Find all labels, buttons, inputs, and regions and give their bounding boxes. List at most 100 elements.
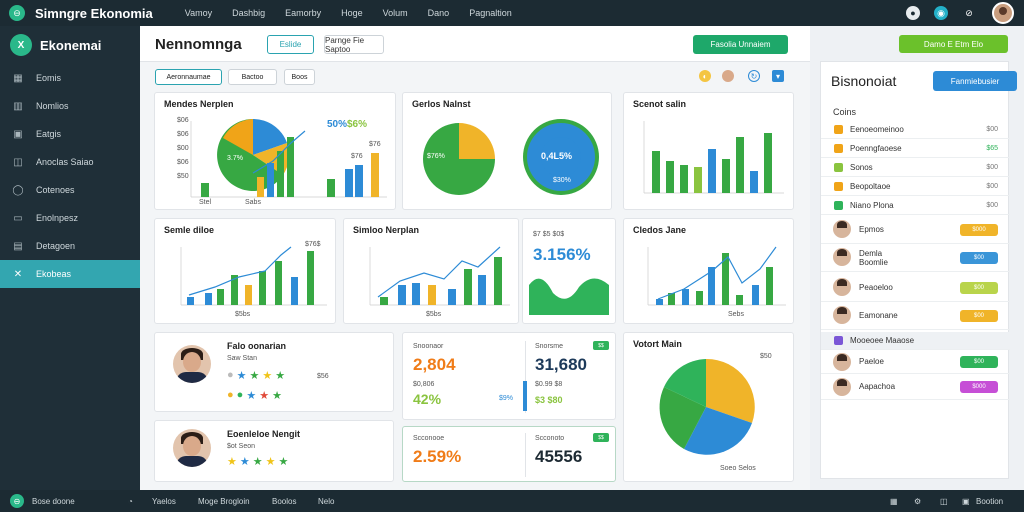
list-item[interactable]: Sonos $00: [821, 158, 1010, 177]
top-nav-item[interactable]: Eamorby: [285, 8, 322, 18]
kpi-label: Snoonaor: [413, 343, 444, 350]
mini-bar: [523, 381, 527, 411]
person-row[interactable]: Demla Boomlie $00: [821, 244, 1010, 272]
kpi-label: Snorsme: [535, 343, 564, 350]
list-item[interactable]: Eenoeomeinoo $00: [821, 120, 1010, 139]
window-footer-icon[interactable]: ▣: [962, 497, 970, 506]
person-row[interactable]: Epmos $000: [821, 216, 1010, 244]
sidebar-item-cotenoes[interactable]: ◯ Cotenoes: [0, 176, 140, 204]
card-scenot: Scenot salin: [623, 92, 794, 210]
toolbar-button-2[interactable]: Bactoo: [228, 69, 277, 85]
list-item[interactable]: Poenngfaoese $65: [821, 139, 1010, 158]
sidebar-item-ekobeas[interactable]: ✕ Ekobeas: [0, 260, 140, 288]
right-panel: Bisnonoiat Fanmiebusier Coins Eenoeomein…: [820, 61, 1017, 479]
status-badge: $00: [960, 356, 998, 368]
list-item[interactable]: Mooeoee Maaose: [821, 332, 1010, 350]
person-name: Epmos: [859, 225, 884, 234]
header-button-eslide[interactable]: Eslide: [267, 35, 314, 54]
person-photo: [173, 429, 211, 467]
donut-sub-label: $30%: [553, 177, 571, 184]
list-item-value: $00: [986, 182, 998, 190]
list-item-value: $00: [986, 125, 998, 133]
footer-link[interactable]: Nelo: [318, 497, 335, 506]
refresh-icon[interactable]: ↻: [748, 70, 760, 82]
toolbar-button-1[interactable]: Aeronnaumae: [155, 69, 222, 85]
avatar: [833, 378, 851, 396]
coin-icon: [834, 124, 843, 134]
sidebar-item-eomis[interactable]: ▦ Eomis: [0, 64, 140, 92]
top-right-green-button[interactable]: Damo E Etm Elo: [899, 35, 1008, 53]
axis-label: $00: [177, 145, 189, 152]
grid-footer-icon[interactable]: ▦: [890, 497, 898, 506]
panel-button[interactable]: Fanmiebusier: [933, 71, 1017, 91]
card-falo: Falo oonarian Saw Stan ● ★ ★ ★ ★ ● ● ★ ★ ★ $56: [154, 332, 394, 412]
avatar: [833, 353, 851, 371]
person-row[interactable]: Paeloe $00: [821, 350, 1010, 374]
mixed-chart: [190, 118, 387, 198]
list-item-name: Niano Plona: [850, 200, 894, 210]
top-nav-item[interactable]: Vamoy: [184, 8, 213, 18]
footer-link[interactable]: Yaelos: [152, 497, 176, 506]
card-title: Mendes Nerplen: [164, 99, 234, 109]
bell-icon[interactable]: ⊘: [965, 7, 973, 18]
footer-link[interactable]: Boolos: [272, 497, 297, 506]
sidebar: X Ekonemai ▦ Eomis ▥ Nomlios ▣ Eatgis ◫ Anoc…: [0, 26, 140, 490]
person-name: Eamonane: [859, 311, 898, 320]
list-item-name: Poenngfaoese: [850, 143, 902, 153]
sidebar-item-enolnpesz[interactable]: ▭ Enolnpesz: [0, 204, 140, 232]
header-green-button[interactable]: Fasolia Unnaiem: [693, 35, 788, 54]
person-row[interactable]: Eamonane $00: [821, 302, 1010, 330]
settings-footer-icon[interactable]: ⚙: [914, 497, 922, 506]
toolbar-button-3[interactable]: Boos: [284, 69, 315, 85]
x-label: $5bs: [426, 311, 442, 318]
divider: [525, 341, 526, 413]
status-badge: $00: [960, 282, 998, 294]
header-button-range[interactable]: Parnge Fie Saptoo: [324, 35, 384, 54]
person-row[interactable]: Peaoeloo $00: [821, 274, 1010, 302]
chat-icon[interactable]: ●: [906, 6, 920, 20]
panel-title: Bisnonoiat: [831, 73, 897, 89]
sidebar-item-detagoen[interactable]: ▤ Detagoen: [0, 232, 140, 260]
card-eoenleloe: Eoenleloe Nengit $ot Seon ★ ★ ★ ★ ★: [154, 420, 394, 482]
bar-line-chart: [180, 246, 327, 306]
user-mini-icon[interactable]: [722, 70, 734, 82]
donut-label: 0,4L5%: [541, 151, 573, 161]
expand-footer-icon[interactable]: ◫: [940, 497, 948, 506]
kpi-label: Scconooe: [413, 435, 445, 442]
sidebar-item-label: Detagoen: [36, 241, 76, 251]
top-nav-item[interactable]: Volum: [382, 8, 408, 18]
person-name: Aapachoa: [859, 382, 896, 391]
x-label: $5bs: [235, 311, 251, 318]
kpi-value: 31,680: [535, 355, 587, 374]
sidebar-item-eatgis[interactable]: ▣ Eatgis: [0, 120, 140, 148]
list-item[interactable]: Beopoltaoe $00: [821, 177, 1010, 196]
kpi-sub: $3 $80: [535, 395, 563, 405]
mini-label: $9%: [499, 395, 514, 402]
footer-link[interactable]: Moge Brogloin: [198, 497, 250, 506]
kpi-label: $7 $5 $0$: [533, 231, 565, 238]
help-icon[interactable]: ◉: [934, 6, 948, 20]
top-nav-item[interactable]: Dano: [427, 8, 450, 18]
card-semle: Semle diloe $76$ $5bs: [154, 218, 336, 324]
top-nav-item[interactable]: Pagnaltion: [469, 8, 512, 18]
pct-label: 50%: [327, 119, 348, 130]
sidebar-item-nomlios[interactable]: ▥ Nomlios: [0, 92, 140, 120]
clock-icon: ◔: [128, 497, 133, 506]
card-kpi-pair-2: Scconooe 2.59% Scconoto 45556 $$: [402, 426, 616, 482]
list-item[interactable]: Niano Plona $00: [821, 196, 1010, 215]
footer-bar: ⊖ Bose doone ◔ Yaelos Moge Brogloin Bool…: [0, 490, 1024, 512]
kpi-value: 2.59%: [413, 447, 462, 466]
top-nav-item[interactable]: Dashbig: [232, 8, 266, 18]
peak-label: $76$: [305, 241, 321, 248]
sidebar-item-anoclas[interactable]: ◫ Anoclas Saiao: [0, 148, 140, 176]
person-row[interactable]: Aapachoa $000: [821, 374, 1010, 400]
user-avatar[interactable]: [992, 2, 1014, 24]
top-nav-item[interactable]: Hoge: [341, 8, 363, 18]
coin-icon: [834, 143, 843, 153]
coin-icon[interactable]: ◐: [699, 70, 711, 82]
top-nav: Vamoy Dashbig Eamorby Hoge Volum Dano Pa…: [165, 8, 512, 18]
kpi-sub: $0,806: [413, 381, 435, 388]
panel-subtitle: Coins: [833, 107, 857, 117]
flag-icon[interactable]: ▾: [772, 70, 784, 82]
area-chart: [529, 278, 609, 315]
